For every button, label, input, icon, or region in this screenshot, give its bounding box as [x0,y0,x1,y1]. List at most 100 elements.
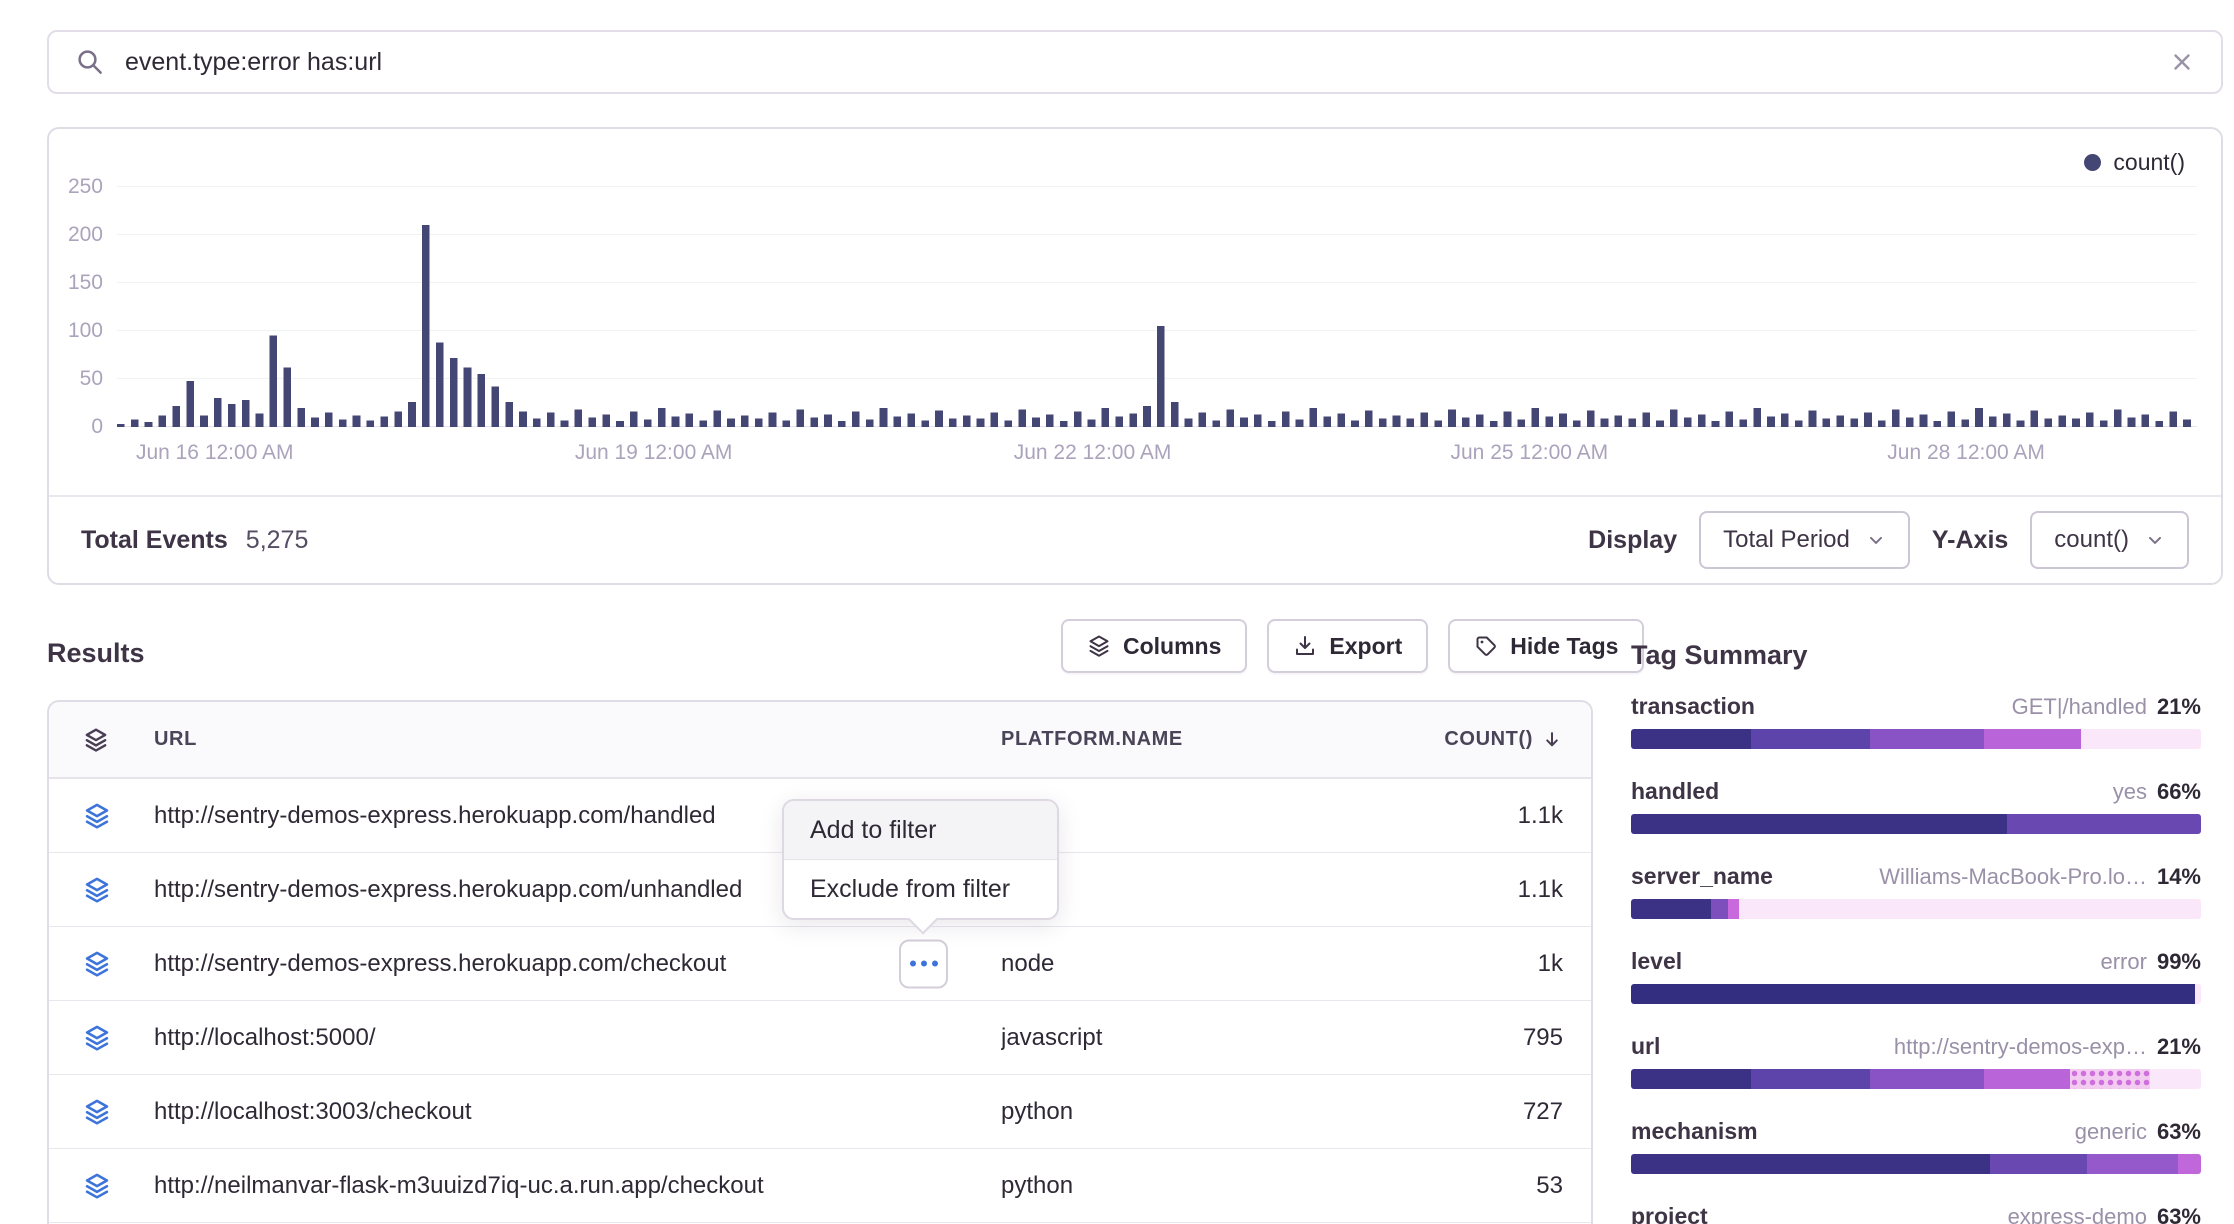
tag-bar-segment [2007,814,2201,834]
tag-percent: 21% [2156,1034,2201,1059]
count-cell: 795 [1522,1023,1563,1051]
y-axis-tick-label: 100 [67,318,103,342]
tag-bar-segment [1870,1069,1985,1089]
tag-top-value: http://sentry-demos-exp… [1893,1034,2147,1059]
chart-footer: Total Events 5,275 Display Total Period … [49,495,2221,583]
tag-summary-rows: transaction GET|/handled 21% handled yes… [1631,693,2201,1224]
chart-gridline [117,185,2197,187]
chart-gridline [117,281,2197,283]
y-axis-tick-label: 50 [79,366,103,390]
tag-distribution-bar[interactable] [1631,729,2201,749]
stack-icon [49,802,154,830]
display-select-value: Total Period [1723,526,1850,553]
platform-cell: python [1001,1171,1074,1199]
tag-distribution-bar[interactable] [1631,1154,2201,1174]
platform-cell: python [1001,1097,1074,1125]
yaxis-select[interactable]: count() [2030,511,2189,569]
url-cell[interactable]: http://localhost:5000/ [154,1023,376,1051]
tag-summary-row: mechanism generic 63% [1631,1118,2201,1203]
url-cell[interactable]: http://sentry-demos-express.herokuapp.co… [154,875,743,903]
tag-distribution-bar[interactable] [1631,984,2201,1004]
export-button[interactable]: Export [1267,619,1429,673]
stack-icon [49,950,154,978]
tag-name: level [1631,948,1683,974]
column-header-platform[interactable]: PLATFORM.NAME [1001,728,1183,750]
count-cell: 1k [1537,949,1563,977]
table-row[interactable]: http://neilmanvar-flask-m3uuizd7iq-uc.a.… [49,1149,1591,1223]
total-events-label: Total Events [81,525,228,554]
legend-label: count() [2113,149,2185,175]
menu-item-add-to-filter[interactable]: Add to filter [784,801,1057,860]
tag-percent: 63% [2156,1119,2201,1144]
sort-desc-arrow-icon [1541,729,1563,751]
menu-item-exclude-from-filter[interactable]: Exclude from filter [810,874,1011,903]
x-axis-tick-label: Jun 25 12:00 AM [1450,441,1609,464]
tag-bar-segment [2195,984,2201,1004]
results-title: Results [47,638,145,668]
table-row[interactable]: http://sentry-demos-express.herokuapp.co… [49,779,1591,853]
chart-gridline [117,233,2197,235]
search-icon [75,47,105,77]
stack-icon[interactable] [49,727,154,753]
tag-bar-segment [2178,1154,2201,1174]
chart-legend[interactable]: count() [2084,149,2185,176]
tag-name: mechanism [1631,1118,1758,1144]
table-row[interactable]: http://sentry-demos-express.herokuapp.co… [49,927,1591,1001]
events-chart-panel: count() 0 50 100 150 200 250 Jun 16 12:00 AM Ju… [47,127,2223,585]
tag-top-value: error [2100,949,2147,974]
cell-context-menu: Add to filter Exclude from filter [782,799,1059,920]
y-axis-tick-label: 250 [67,174,103,198]
column-header-url[interactable]: URL [154,728,197,750]
dot-icon [909,960,916,967]
chart-plot: 0 50 100 150 200 250 Jun 16 12:00 AM Jun 19 12:… [68,175,2197,464]
chevron-down-icon [2145,530,2165,550]
url-cell[interactable]: http://sentry-demos-express.herokuapp.co… [154,801,716,829]
tag-bar-segment [1631,814,2008,834]
dot-icon [920,960,927,967]
table-row[interactable]: http://localhost:5000/ javascript 795 [49,1001,1591,1075]
total-events-value: 5,275 [245,525,309,554]
column-header-count[interactable]: COUNT() [1431,728,1591,751]
tag-bar-segment [1631,1069,1751,1089]
tag-summary-row: level error 99% [1631,948,2201,1033]
tag-bar-segment [1984,729,2082,749]
tag-bar-segment [1631,729,1751,749]
url-cell[interactable]: http://sentry-demos-express.herokuapp.co… [154,949,727,977]
cell-actions-button[interactable] [899,939,948,988]
search-bar[interactable] [47,30,2223,94]
tag-bar-segment [1727,899,1740,919]
count-cell: 53 [1536,1171,1563,1199]
count-cell: 1.1k [1517,801,1563,829]
tag-summary-row: handled yes 66% [1631,778,2201,863]
tag-bar-segment [1710,899,1728,919]
download-icon [1293,634,1317,658]
tag-distribution-bar[interactable] [1631,899,2201,919]
x-axis-tick-label: Jun 28 12:00 AM [1887,441,2045,464]
yaxis-select-value: count() [2054,526,2129,553]
results-toolbar: Columns Export Hide Tags [1061,619,1645,673]
tag-top-value: GET|/handled [2011,694,2147,719]
chevron-down-icon [1866,530,1886,550]
display-select[interactable]: Total Period [1699,511,1910,569]
tag-distribution-bar[interactable] [1631,1069,2201,1089]
tag-distribution-bar[interactable] [1631,814,2201,834]
url-cell[interactable]: http://neilmanvar-flask-m3uuizd7iq-uc.a.… [154,1171,764,1199]
x-axis-tick-label: Jun 16 12:00 AM [135,441,294,464]
tag-bar-segment [2081,729,2201,749]
url-cell[interactable]: http://localhost:3003/checkout [154,1097,472,1125]
clear-search-icon[interactable] [2169,49,2195,75]
columns-button[interactable]: Columns [1061,619,1248,673]
tag-bar-segment [2069,1069,2150,1089]
tag-percent: 14% [2156,864,2201,889]
search-input[interactable] [123,46,2151,78]
y-axis-tick-label: 0 [91,415,103,438]
stack-icon [49,1024,154,1052]
yaxis-label: Y-Axis [1931,525,2009,554]
tag-name: url [1631,1033,1661,1059]
column-header-count-label: COUNT() [1444,728,1533,750]
y-axis-tick-label: 200 [67,222,103,246]
hide-tags-button-label: Hide Tags [1510,632,1619,659]
hide-tags-button[interactable]: Hide Tags [1448,619,1645,673]
table-row[interactable]: http://localhost:3003/checkout python 72… [49,1075,1591,1149]
y-axis-tick-label: 150 [67,270,103,294]
